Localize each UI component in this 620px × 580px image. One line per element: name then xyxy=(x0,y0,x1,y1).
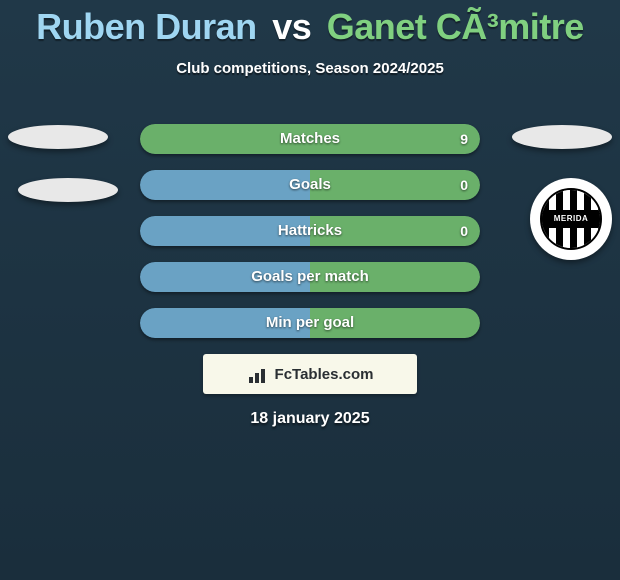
stat-row: Goals0 xyxy=(140,170,480,200)
stat-row: Min per goal xyxy=(140,308,480,338)
stat-row: Goals per match xyxy=(140,262,480,292)
player1-name: Ruben Duran xyxy=(36,6,257,47)
stats-container: Matches9Goals0Hattricks0Goals per matchM… xyxy=(140,124,480,354)
club-badge-icon: MERIDA xyxy=(540,188,602,250)
chart-icon xyxy=(247,365,269,383)
stat-value-right: 9 xyxy=(460,124,468,154)
vs-label: vs xyxy=(272,6,311,47)
stat-label: Goals xyxy=(140,170,480,200)
player1-club-placeholder xyxy=(18,178,118,202)
player1-avatar-placeholder xyxy=(8,125,108,149)
stat-row: Hattricks0 xyxy=(140,216,480,246)
date-label: 18 january 2025 xyxy=(0,410,620,428)
stat-value-right: 0 xyxy=(460,216,468,246)
comparison-title: Ruben Duran vs Ganet CÃ³mitre xyxy=(0,0,620,48)
stat-label: Matches xyxy=(140,124,480,154)
player2-club-badge: MERIDA xyxy=(530,178,612,260)
stat-label: Hattricks xyxy=(140,216,480,246)
stat-value-right: 0 xyxy=(460,170,468,200)
stat-row: Matches9 xyxy=(140,124,480,154)
club-badge-text: MERIDA xyxy=(554,214,589,223)
stat-label: Min per goal xyxy=(140,308,480,338)
source-text: FcTables.com xyxy=(275,366,374,383)
subtitle: Club competitions, Season 2024/2025 xyxy=(0,60,620,77)
stat-label: Goals per match xyxy=(140,262,480,292)
source-logo: FcTables.com xyxy=(203,354,417,394)
player2-avatar-placeholder xyxy=(512,125,612,149)
player2-name: Ganet CÃ³mitre xyxy=(327,6,584,47)
